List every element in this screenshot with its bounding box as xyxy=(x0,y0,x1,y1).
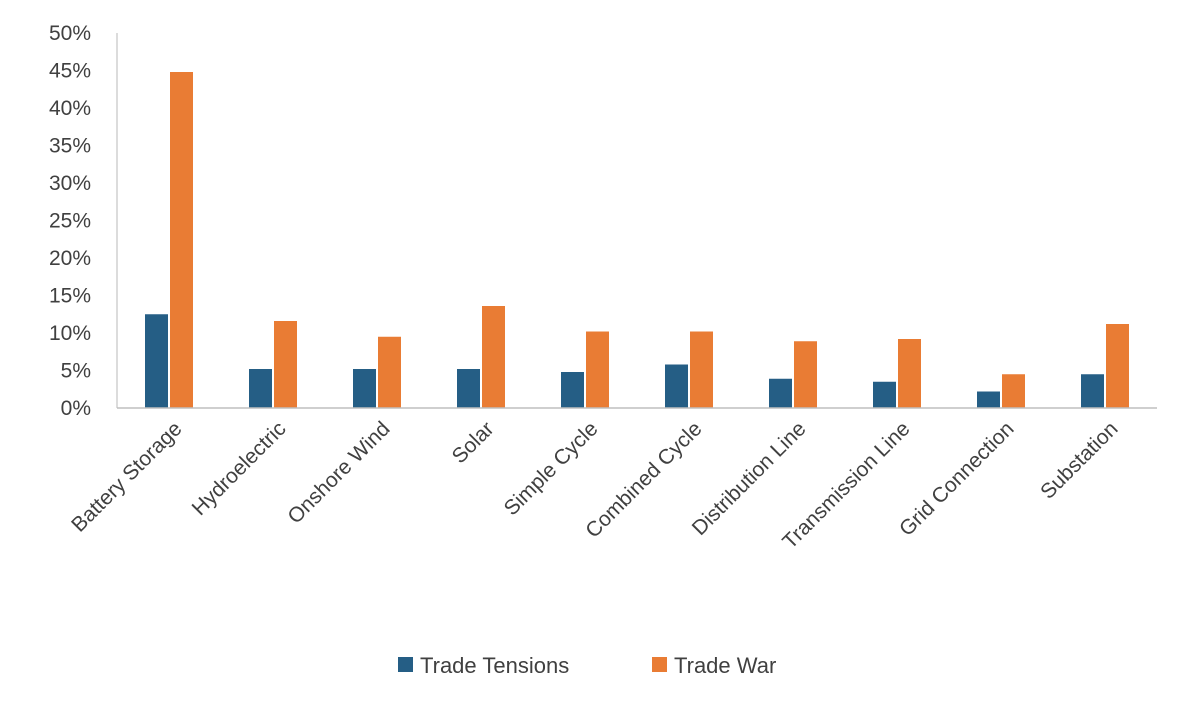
bar-trade-war xyxy=(1106,324,1129,408)
legend-label-trade-war: Trade War xyxy=(674,653,776,678)
bar-trade-tensions xyxy=(561,372,584,408)
bar-trade-tensions xyxy=(457,369,480,408)
legend-swatch-trade-tensions xyxy=(398,657,413,672)
x-tick-label: Hydroelectric xyxy=(188,417,291,520)
y-tick-label: 30% xyxy=(49,172,91,195)
legend: Trade Tensions Trade War xyxy=(398,653,776,678)
x-tick-label: Simple Cycle xyxy=(500,417,603,520)
bar-trade-war xyxy=(482,306,505,408)
y-tick-label: 25% xyxy=(49,210,91,233)
bar-trade-war xyxy=(274,321,297,408)
bar-trade-war xyxy=(1002,374,1025,408)
bar-trade-tensions xyxy=(873,381,896,408)
legend-label-trade-tensions: Trade Tensions xyxy=(420,653,569,678)
x-tick-label: Solar xyxy=(448,417,499,468)
y-tick-label: 40% xyxy=(49,97,91,120)
bar-trade-tensions xyxy=(145,314,168,408)
bar-trade-tensions xyxy=(249,369,272,408)
bar-trade-war xyxy=(690,331,713,408)
y-axis-ticks: 0% 5% 10% 15% 20% 25% 30% 35% 40% 45% 50% xyxy=(49,22,91,420)
bar-trade-war xyxy=(898,339,921,408)
bar-trade-tensions xyxy=(353,369,376,408)
bar-trade-war xyxy=(794,341,817,408)
y-tick-label: 15% xyxy=(49,285,91,308)
x-tick-label: Onshore Wind xyxy=(283,417,394,528)
y-tick-label: 5% xyxy=(61,360,91,383)
y-tick-label: 45% xyxy=(49,60,91,83)
bar-trade-tensions xyxy=(769,378,792,408)
x-tick-label: Grid Connection xyxy=(895,417,1019,541)
y-tick-label: 50% xyxy=(49,22,91,45)
bar-trade-war xyxy=(170,72,193,408)
y-tick-label: 0% xyxy=(61,397,91,420)
y-tick-label: 20% xyxy=(49,247,91,270)
bar-trade-tensions xyxy=(665,364,688,408)
bar-trade-tensions xyxy=(977,391,1000,408)
bar-trade-war xyxy=(378,336,401,408)
y-tick-label: 10% xyxy=(49,322,91,345)
bars-group xyxy=(145,72,1129,408)
x-tick-label: Distribution Line xyxy=(688,417,811,540)
x-tick-label: Substation xyxy=(1036,417,1122,503)
legend-swatch-trade-war xyxy=(652,657,667,672)
bar-trade-tensions xyxy=(1081,374,1104,408)
x-tick-label: Battery Storage xyxy=(67,417,186,536)
y-tick-label: 35% xyxy=(49,135,91,158)
bar-trade-war xyxy=(586,331,609,408)
